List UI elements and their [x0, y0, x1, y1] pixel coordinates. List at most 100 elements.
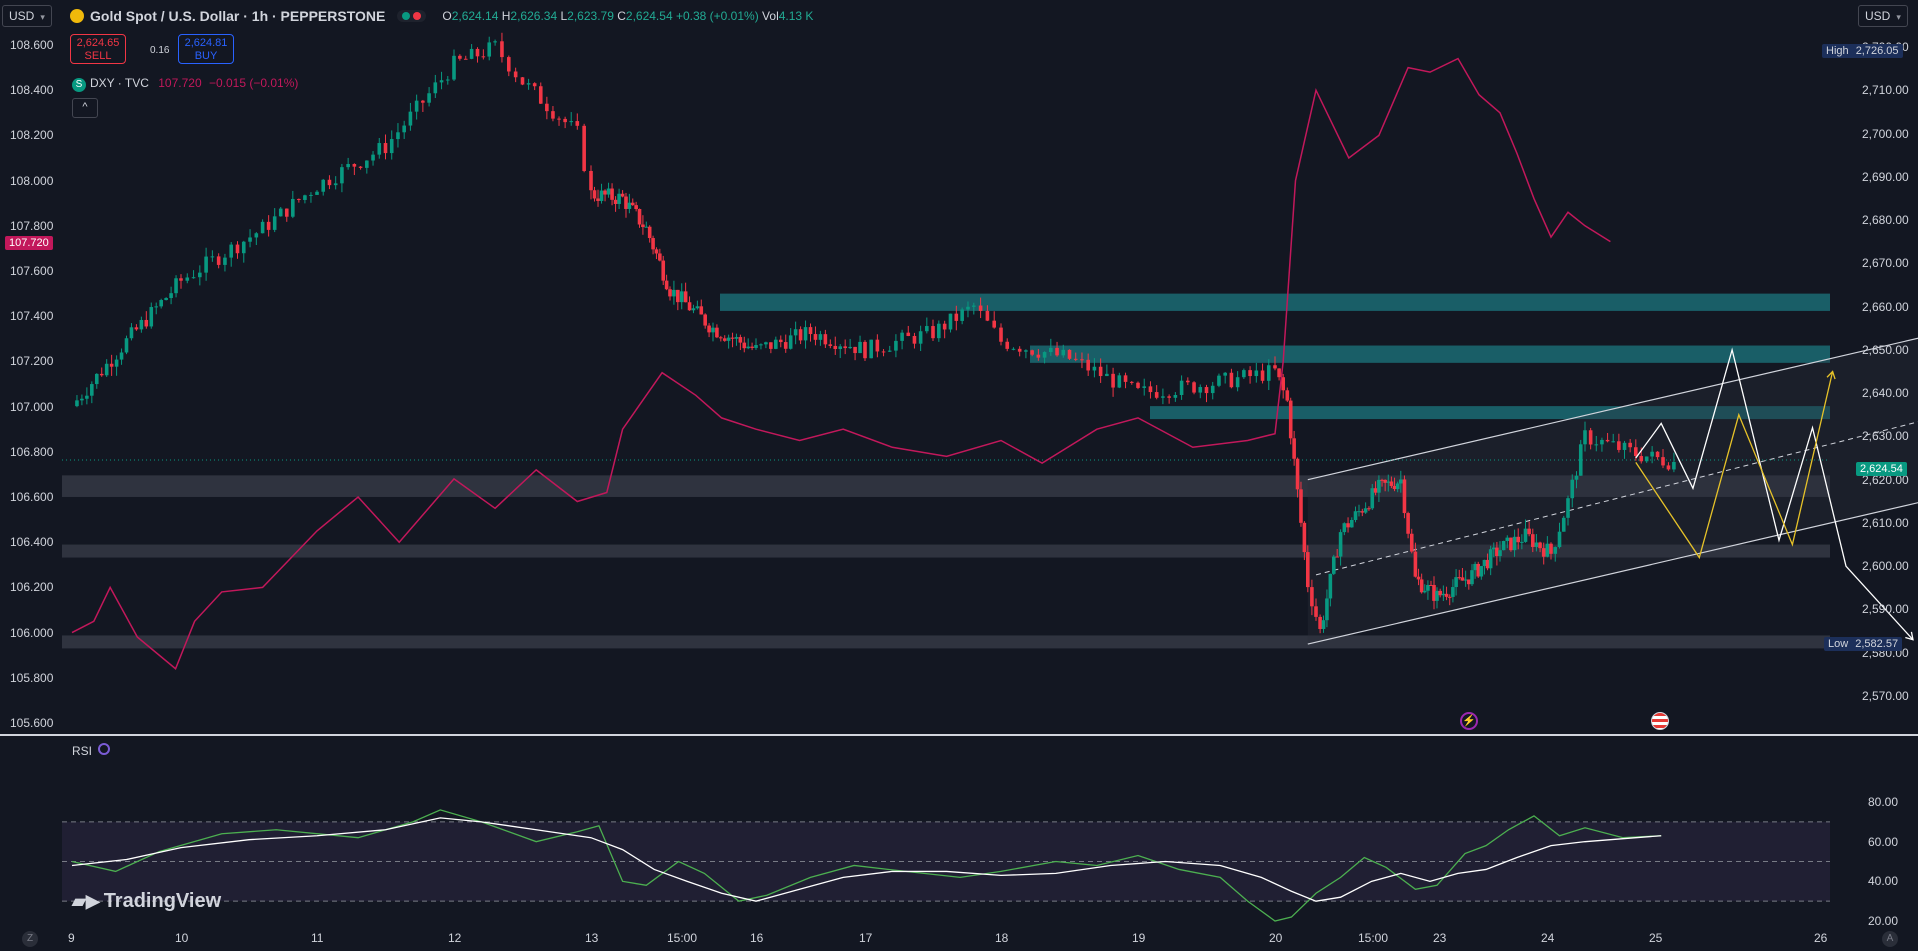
candle-down: [109, 363, 114, 367]
candle-up: [960, 309, 964, 321]
currency-select-left[interactable]: USD ▾: [2, 5, 52, 27]
candle-down: [1148, 386, 1153, 393]
auto-scale-button[interactable]: A: [1882, 931, 1898, 947]
candle-down: [1260, 370, 1265, 381]
gold-tick-label: 2,680.00: [1862, 213, 1909, 228]
candle-down: [769, 342, 773, 349]
candle-up: [1578, 444, 1583, 476]
compare-change: −0.015 (−0.01%): [208, 76, 299, 90]
candle-up: [1435, 590, 1439, 601]
candle-up: [711, 327, 715, 333]
candle-down: [1080, 359, 1084, 361]
candle-down: [823, 334, 828, 345]
gold-tick-label: 2,710.00: [1862, 83, 1909, 98]
chevron-down-icon: ▾: [40, 12, 45, 22]
candle-up: [1672, 461, 1676, 470]
currency-select-right[interactable]: USD ▾: [1858, 5, 1908, 27]
candle-down: [1136, 382, 1140, 388]
dxy-tick-label: 108.200: [10, 128, 54, 143]
pane-divider[interactable]: [0, 734, 1918, 736]
timezone-button[interactable]: Z: [22, 931, 38, 947]
candle-down: [557, 118, 561, 120]
candle-up: [726, 337, 731, 341]
candle-up: [1561, 517, 1566, 532]
candle-down: [500, 41, 504, 58]
candle-down: [1154, 392, 1159, 398]
candle-up: [139, 319, 144, 330]
candle-up: [1363, 508, 1368, 513]
candle-down: [481, 56, 486, 58]
candle-down: [513, 71, 518, 78]
candle-down: [421, 100, 425, 103]
candle-up: [1557, 531, 1562, 548]
sell-price: 2,624.65: [76, 37, 120, 49]
candle-up: [198, 272, 202, 278]
candle-up: [229, 244, 234, 258]
price-chart[interactable]: [0, 0, 1918, 735]
candle-down: [658, 253, 662, 261]
candle-down: [676, 289, 680, 303]
candle-up: [1644, 456, 1649, 462]
candle-down: [778, 339, 783, 343]
candle-down: [1389, 481, 1394, 486]
candle-up: [114, 359, 119, 367]
candle-up: [278, 208, 283, 217]
candle-down: [144, 319, 149, 327]
low-tag: Low 2,582.57: [1824, 637, 1903, 651]
rsi-tick-label: 40.00: [1868, 874, 1899, 889]
candle-up: [1422, 590, 1427, 593]
candle-down: [1360, 511, 1365, 513]
candle-down: [1030, 350, 1034, 355]
compare-legend[interactable]: S DXY · TVC 107.720 −0.015 (−0.01%): [72, 76, 298, 92]
candle-up: [433, 82, 438, 94]
rsi-settings-icon[interactable]: [98, 743, 110, 755]
candle-down: [1098, 366, 1103, 377]
candle-up: [569, 121, 574, 123]
candle-down: [722, 338, 727, 341]
candle-down: [1017, 348, 1022, 352]
candle-down: [1617, 441, 1621, 450]
candle-down: [1335, 556, 1339, 558]
candle-down: [1306, 552, 1310, 588]
candle-up: [365, 160, 369, 168]
candle-up: [948, 313, 953, 330]
change-value: +0.38 (+0.01%): [675, 9, 759, 23]
symbol-title[interactable]: Gold Spot / U.S. Dollar · 1h · PEPPERSTO…: [90, 8, 386, 24]
candle-up: [191, 277, 196, 279]
gold-tick-label: 2,670.00: [1862, 256, 1909, 271]
high-label: H: [501, 9, 511, 23]
market-status-pill[interactable]: [397, 10, 427, 22]
candle-down: [520, 77, 525, 85]
candle-down: [620, 193, 625, 197]
candle-up: [1395, 483, 1400, 490]
rsi-line: [71, 809, 1662, 922]
candle-up: [408, 111, 413, 126]
candle-down: [1429, 584, 1433, 586]
candle-up: [1338, 532, 1343, 557]
candle-down: [637, 209, 642, 225]
buy-button[interactable]: 2,624.81 BUY: [178, 34, 234, 64]
candle-up: [346, 163, 350, 168]
candle-up: [1553, 547, 1558, 554]
candle-up: [1349, 519, 1354, 528]
candle-down: [992, 320, 996, 328]
candle-down: [603, 190, 607, 195]
rsi-chart[interactable]: [0, 735, 1918, 930]
candle-down: [730, 337, 735, 339]
candle-down: [463, 58, 468, 60]
collapse-legend-button[interactable]: ^: [72, 98, 98, 118]
candle-down: [654, 249, 659, 254]
candle-up: [695, 306, 700, 309]
candle-down: [1310, 587, 1314, 607]
candle-down: [833, 345, 838, 350]
us-flag-event-icon[interactable]: [1651, 712, 1669, 730]
candle-up: [1505, 537, 1510, 541]
projection-path-1: [1635, 371, 1834, 560]
candle-down: [1318, 616, 1322, 629]
sell-button[interactable]: 2,624.65 SELL: [70, 34, 126, 64]
lightning-event-icon[interactable]: ⚡: [1460, 712, 1478, 730]
dxy-tick-label: 106.200: [10, 580, 54, 595]
candle-down: [1409, 533, 1414, 552]
candle-up: [291, 198, 295, 217]
gold-tick-label: 2,700.00: [1862, 126, 1909, 141]
